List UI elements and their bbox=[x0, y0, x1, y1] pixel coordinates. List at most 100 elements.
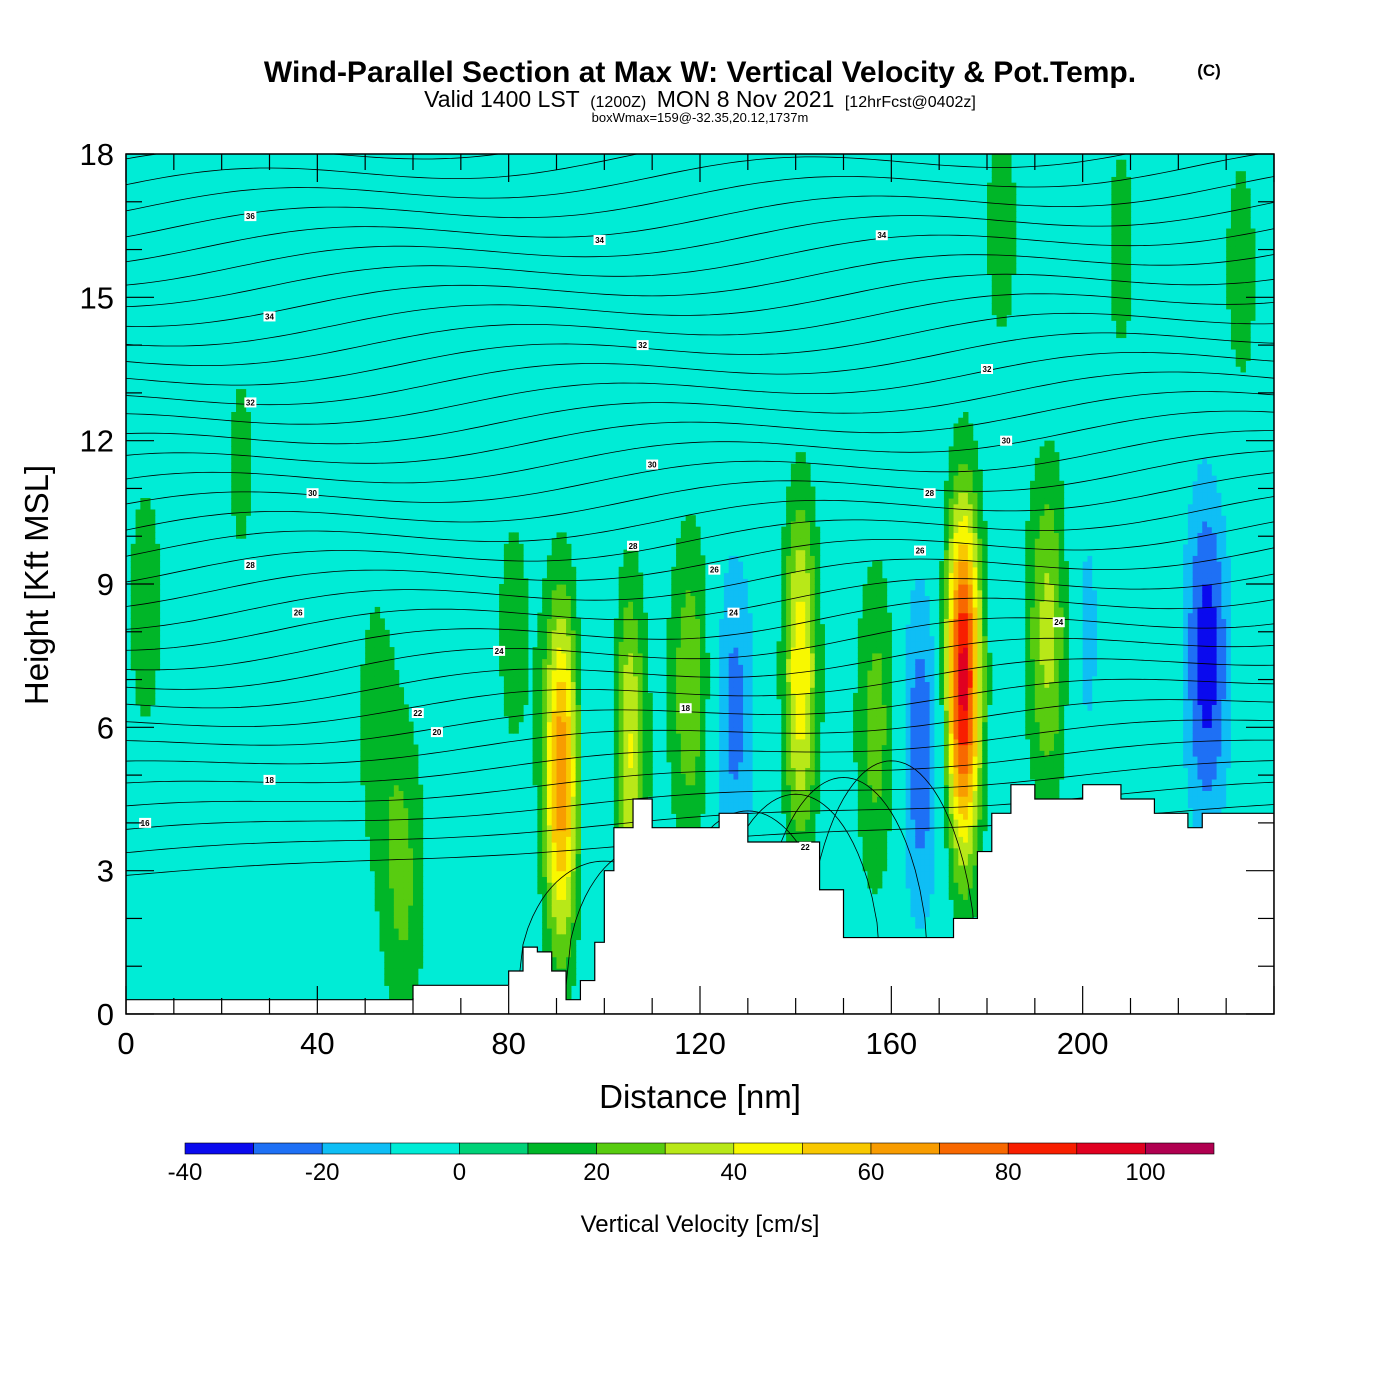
velocity-cell bbox=[604, 475, 610, 482]
velocity-cell bbox=[685, 796, 692, 803]
velocity-cell bbox=[551, 589, 558, 597]
velocity-cell bbox=[379, 715, 385, 723]
velocity-cell bbox=[589, 778, 596, 786]
velocity-cell bbox=[757, 245, 763, 253]
velocity-cell bbox=[757, 280, 763, 287]
velocity-cell bbox=[393, 979, 400, 986]
velocity-cell bbox=[733, 343, 739, 350]
velocity-cell bbox=[589, 578, 596, 585]
velocity-cell bbox=[752, 297, 758, 304]
velocity-cell bbox=[570, 893, 577, 900]
velocity-cell bbox=[604, 348, 610, 356]
velocity-cell bbox=[762, 761, 768, 769]
velocity-cell bbox=[714, 652, 720, 660]
velocity-cell bbox=[604, 606, 610, 614]
velocity-cell bbox=[537, 807, 543, 814]
velocity-cell bbox=[762, 721, 768, 728]
velocity-cell bbox=[604, 154, 610, 161]
velocity-cell bbox=[384, 819, 390, 826]
velocity-cell bbox=[671, 698, 677, 705]
velocity-cell bbox=[752, 440, 758, 447]
velocity-cell bbox=[389, 979, 395, 986]
velocity-cell bbox=[154, 549, 161, 556]
velocity-cell bbox=[389, 647, 395, 654]
velocity-cell bbox=[613, 624, 620, 631]
velocity-cell bbox=[513, 681, 519, 688]
velocity-cell bbox=[594, 331, 601, 339]
velocity-cell bbox=[604, 819, 610, 826]
velocity-cell bbox=[389, 733, 395, 740]
velocity-cell bbox=[499, 624, 505, 631]
velocity-cell bbox=[413, 939, 419, 946]
velocity-cell bbox=[714, 796, 720, 803]
velocity-cell bbox=[551, 899, 558, 906]
velocity-cell bbox=[140, 584, 146, 591]
velocity-cell bbox=[714, 297, 720, 304]
velocity-cell bbox=[599, 532, 605, 539]
velocity-cell bbox=[719, 354, 725, 361]
velocity-cell bbox=[752, 429, 758, 436]
velocity-cell bbox=[680, 578, 687, 585]
velocity-cell bbox=[738, 480, 744, 488]
velocity-cell bbox=[585, 291, 591, 298]
velocity-cell bbox=[700, 578, 706, 585]
velocity-cell bbox=[676, 641, 682, 648]
velocity-cell bbox=[403, 784, 409, 791]
velocity-cell bbox=[599, 733, 605, 740]
velocity-cell bbox=[719, 721, 725, 728]
velocity-cell bbox=[231, 429, 237, 436]
velocity-cell bbox=[551, 606, 558, 614]
velocity-cell bbox=[389, 670, 395, 677]
velocity-cell bbox=[599, 452, 605, 459]
velocity-cell bbox=[556, 538, 562, 545]
velocity-cell bbox=[762, 303, 768, 310]
velocity-cell bbox=[680, 612, 687, 619]
velocity-cell bbox=[680, 543, 687, 551]
velocity-cell bbox=[733, 492, 739, 499]
velocity-cell bbox=[599, 578, 605, 585]
velocity-cell bbox=[676, 715, 682, 723]
velocity-cell bbox=[556, 893, 562, 900]
velocity-cell bbox=[747, 303, 754, 310]
velocity-cell bbox=[384, 859, 390, 866]
velocity-cell bbox=[604, 572, 610, 579]
velocity-cell bbox=[546, 647, 553, 654]
velocity-cell bbox=[685, 618, 692, 625]
velocity-cell bbox=[599, 348, 605, 356]
velocity-cell bbox=[599, 606, 605, 614]
velocity-cell bbox=[135, 538, 141, 545]
velocity-cell bbox=[719, 675, 725, 683]
velocity-cell bbox=[633, 715, 639, 723]
velocity-cell bbox=[738, 154, 744, 161]
velocity-cell bbox=[585, 503, 591, 511]
velocity-cell bbox=[231, 412, 237, 419]
plot-area: 1618202224262830323436343230282624182234… bbox=[126, 154, 1274, 1014]
velocity-cell bbox=[551, 658, 558, 665]
velocity-cell bbox=[360, 698, 366, 705]
velocity-cell bbox=[700, 606, 706, 614]
velocity-cell bbox=[379, 778, 385, 786]
velocity-cell bbox=[236, 503, 242, 511]
velocity-cell bbox=[542, 933, 548, 941]
velocity-cell bbox=[503, 687, 510, 694]
velocity-cell bbox=[594, 188, 601, 195]
velocity-cell bbox=[585, 469, 591, 476]
velocity-cell bbox=[733, 589, 739, 597]
velocity-cell bbox=[537, 681, 543, 688]
velocity-cell bbox=[680, 710, 687, 717]
velocity-cell bbox=[551, 578, 558, 585]
velocity-cell bbox=[714, 561, 720, 568]
velocity-cell bbox=[542, 824, 548, 832]
velocity-cell bbox=[542, 830, 548, 837]
velocity-cell bbox=[604, 658, 610, 665]
velocity-cell bbox=[690, 584, 696, 591]
velocity-cell bbox=[714, 417, 720, 425]
velocity-cell bbox=[671, 612, 677, 619]
velocity-cell bbox=[546, 796, 553, 803]
velocity-cell bbox=[738, 652, 744, 660]
velocity-cell bbox=[604, 589, 610, 597]
velocity-cell bbox=[393, 870, 400, 877]
velocity-cell bbox=[676, 721, 682, 728]
velocity-cell bbox=[743, 394, 749, 402]
velocity-cell bbox=[733, 624, 739, 631]
